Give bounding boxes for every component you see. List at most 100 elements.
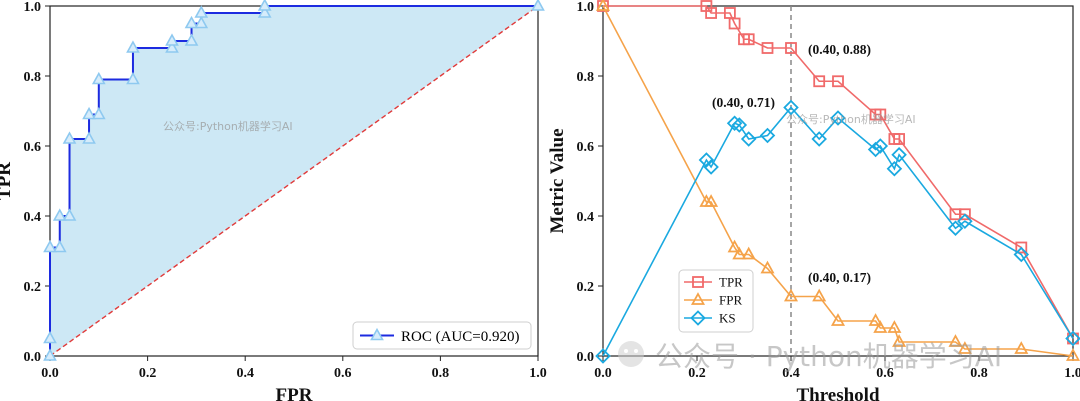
fpr-point [783, 288, 799, 302]
fpr-point [760, 260, 775, 274]
tpr-point [705, 7, 717, 19]
metrics-x-tick-label: 0.4 [782, 366, 800, 381]
metrics-x-tick-label: 0.6 [876, 366, 894, 381]
metrics-legend-label: TPR [719, 275, 743, 290]
wechat-icon-eye [624, 349, 628, 353]
fpr-point [830, 313, 846, 326]
tpr-point [761, 42, 774, 54]
roc-chance-diagonal [49, 5, 539, 357]
wechat-icon [618, 341, 644, 367]
roc-point [52, 239, 67, 253]
ks-line [602, 106, 1074, 357]
roc-point [62, 208, 77, 221]
metrics-legend-label: FPR [719, 293, 742, 308]
fpr-point [741, 246, 756, 260]
roc-x-tick-label: 0.8 [432, 366, 450, 381]
ks-point [886, 160, 903, 177]
fpr-point [704, 194, 719, 207]
metrics-y-tick-label: 0.6 [577, 140, 595, 155]
roc-x-tick-label: 0.2 [139, 366, 157, 381]
ks-point [1065, 330, 1080, 347]
tpr-point [874, 108, 887, 121]
ks-point [698, 152, 715, 168]
fpr-line [602, 5, 1074, 357]
roc-point [82, 131, 96, 144]
roc-point [126, 71, 140, 85]
tpr-point [742, 33, 755, 46]
fpr-point [868, 313, 883, 326]
metrics-x-tick-label: 0.8 [970, 366, 988, 381]
ks-point [783, 99, 799, 116]
roc-point [91, 71, 106, 85]
annotation-ks: (0.40, 0.71) [712, 95, 775, 110]
tpr-point [832, 75, 844, 88]
tpr-point [813, 75, 826, 88]
ks-point [872, 138, 889, 154]
metrics-x-tick-label: 0.2 [688, 366, 706, 381]
roc-x-tick-label: 1.0 [529, 366, 547, 381]
roc-point [184, 33, 199, 46]
roc-legend-box [352, 321, 532, 350]
roc-legend-marker [370, 327, 384, 341]
roc-x-tick-label: 0.4 [236, 366, 254, 381]
roc-x-axis-title: FPR [276, 385, 313, 401]
roc-point [165, 33, 179, 46]
tpr-line [603, 5, 1074, 339]
fpr-point [595, 0, 611, 11]
fpr-point [948, 334, 963, 347]
roc-y-tick-label: 0.4 [24, 210, 42, 225]
ks-point [726, 115, 743, 132]
fpr-point [732, 246, 747, 260]
fpr-point [892, 334, 907, 347]
wechat-icon-eye [634, 349, 638, 353]
metrics-legend-box [678, 269, 754, 333]
metrics-legend-label: KS [719, 311, 736, 326]
roc-y-tick-label: 0.8 [24, 70, 42, 85]
ks-point [830, 110, 846, 126]
ks-point [891, 146, 907, 163]
fpr-point [812, 288, 827, 302]
roc-point [184, 15, 199, 29]
fpr-point [957, 341, 972, 354]
ks-point [703, 159, 719, 175]
tpr-point [893, 133, 905, 145]
roc-x-tick-label: 0.0 [41, 366, 59, 381]
roc-y-tick-label: 0.2 [24, 280, 42, 295]
roc-point [91, 106, 106, 120]
roc-point [257, 0, 272, 11]
roc-point [531, 0, 545, 11]
ks-point [731, 117, 748, 133]
annotation-fpr: (0.40, 0.17) [808, 270, 871, 285]
ks-point [811, 131, 827, 147]
metrics-y-tick-label: 1.0 [577, 0, 595, 15]
metrics-x-tick-label: 1.0 [1064, 366, 1080, 381]
ks-point [759, 127, 776, 144]
metrics-y-tick-label: 0.4 [577, 210, 595, 225]
ks-point [957, 213, 973, 230]
metrics-legend-marker [692, 276, 704, 288]
tpr-point [728, 17, 741, 30]
roc-x-tick-label: 0.6 [334, 366, 352, 381]
watermark-small-left: 公众号:Python机器学习AI [163, 119, 293, 133]
roc-point [194, 15, 209, 29]
roc-y-axis-title: TPR [0, 162, 15, 200]
roc-point [43, 239, 57, 253]
fpr-point [1065, 348, 1080, 361]
metrics-y-tick-label: 0.2 [577, 280, 595, 295]
ks-point [947, 220, 964, 237]
metrics-frame [602, 5, 1074, 357]
ks-point [867, 141, 884, 158]
roc-point [62, 131, 77, 144]
watermark-small-right: 公众号:Python机器学习AI [786, 112, 916, 126]
roc-point [82, 106, 96, 120]
roc-legend: ROC (AUC=0.920) [352, 321, 532, 350]
metrics-legend-marker [690, 310, 706, 326]
tpr-point [959, 208, 971, 221]
roc-y-tick-label: 0.0 [24, 350, 42, 365]
fpr-point [887, 320, 902, 333]
roc-point [194, 5, 209, 18]
metrics-legend-marker [690, 292, 706, 305]
metrics-y-axis-title: Metric Value [547, 128, 568, 233]
roc-point [165, 40, 179, 53]
